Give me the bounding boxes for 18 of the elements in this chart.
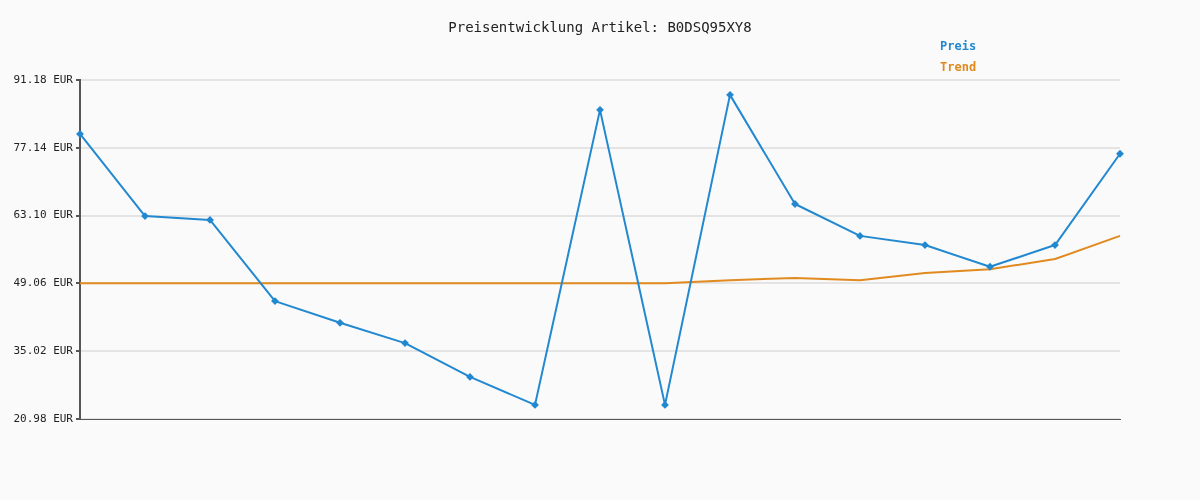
y-tick-label: 20.98 EUR [13, 411, 74, 425]
point [336, 319, 344, 327]
point [856, 232, 864, 240]
text: Trend [940, 59, 977, 76]
y-tick-label: 63.10 EUR [13, 208, 74, 222]
point [661, 401, 669, 409]
y-tick-label: 49.06 EUR [13, 276, 74, 290]
y-tick-label: 91.18 EUR [13, 72, 74, 86]
y-tick-label: 35.02 EUR [13, 344, 74, 358]
point [531, 401, 539, 409]
point [726, 91, 734, 99]
point [596, 106, 604, 114]
chart-title: Preisentwicklung Artikel: B0DSQ95XY8 [447, 19, 753, 35]
y-tick-label: 77.14 EUR [13, 140, 74, 154]
point [466, 373, 474, 381]
point [1116, 150, 1124, 158]
text: Preis [940, 38, 977, 55]
point [986, 263, 994, 271]
